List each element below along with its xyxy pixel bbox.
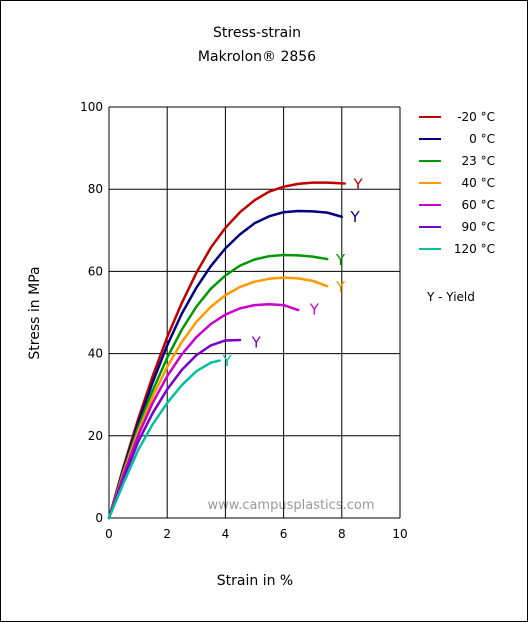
y-tick-label: 0 bbox=[95, 511, 103, 525]
x-tick-label: 2 bbox=[163, 527, 171, 541]
y-tick-label: 100 bbox=[80, 100, 103, 114]
chart-subtitle: Makrolon® 2856 bbox=[198, 49, 316, 65]
yield-marker: Y bbox=[221, 352, 232, 370]
x-tick-label: 8 bbox=[338, 527, 346, 541]
y-tick-label: 40 bbox=[88, 347, 103, 361]
y-axis-title: Stress in MPa bbox=[27, 266, 43, 359]
y-tick-label: 80 bbox=[88, 182, 103, 196]
legend-label: 40 °C bbox=[462, 176, 495, 190]
watermark: www.campusplastics.com bbox=[207, 498, 374, 513]
series-line bbox=[107, 359, 221, 520]
yield-note: Y - Yield bbox=[426, 290, 475, 304]
yield-marker: Y bbox=[335, 251, 346, 269]
legend-label: 90 °C bbox=[462, 220, 495, 234]
legend-label: 120 °C bbox=[454, 242, 495, 256]
x-axis-title: Strain in % bbox=[217, 573, 293, 589]
series-line bbox=[107, 276, 329, 520]
legend-label: 60 °C bbox=[462, 198, 495, 212]
series-line bbox=[107, 253, 329, 520]
y-tick-label: 60 bbox=[88, 264, 103, 278]
series-line bbox=[107, 303, 300, 520]
yield-marker: Y bbox=[309, 300, 320, 318]
x-tick-label: 0 bbox=[105, 527, 113, 541]
legend: -20 °C 0 °C 23 °C 40 °C 60 °C 90 °C 120 °C bbox=[419, 110, 495, 256]
series-line bbox=[107, 338, 242, 520]
legend-label: 0 °C bbox=[469, 132, 495, 146]
series-line bbox=[107, 181, 346, 520]
yield-marker: Y bbox=[352, 175, 363, 193]
x-tick-label: 4 bbox=[222, 527, 230, 541]
y-tick-label: 20 bbox=[88, 429, 103, 443]
yield-marker: Y bbox=[350, 208, 361, 226]
x-tick-label: 10 bbox=[392, 527, 407, 541]
legend-label: 23 °C bbox=[462, 154, 495, 168]
x-tick-label: 6 bbox=[280, 527, 288, 541]
yield-marker: Y bbox=[251, 333, 262, 351]
chart-title: Stress-strain bbox=[213, 25, 301, 41]
series-line bbox=[107, 209, 344, 520]
legend-label: -20 °C bbox=[457, 110, 495, 124]
yield-marker: Y bbox=[335, 278, 346, 296]
